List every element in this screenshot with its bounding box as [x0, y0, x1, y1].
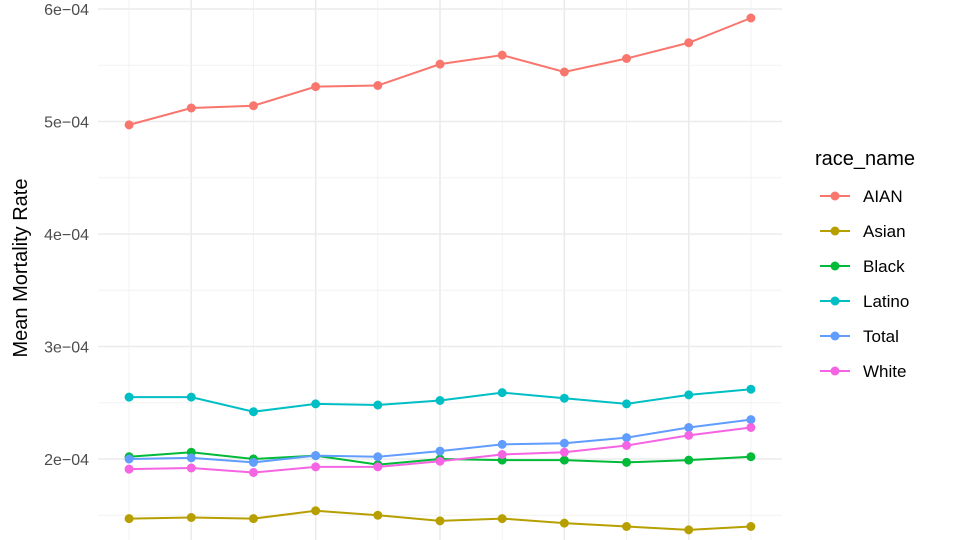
- data-point: [435, 456, 445, 466]
- data-point: [373, 452, 383, 462]
- data-point: [186, 103, 196, 113]
- y-tick-label: 6e−04: [44, 2, 89, 19]
- series-white: [124, 423, 756, 477]
- data-point: [248, 468, 258, 477]
- data-point: [124, 454, 134, 464]
- data-point: [622, 399, 632, 409]
- data-point: [311, 506, 321, 516]
- series-total: [124, 415, 756, 467]
- data-point: [746, 522, 756, 531]
- legend-label: Latino: [863, 292, 909, 311]
- data-point: [124, 464, 134, 474]
- data-point: [746, 423, 756, 432]
- data-point: [559, 438, 569, 448]
- data-point: [684, 423, 694, 432]
- legend-item-white: White: [820, 362, 906, 381]
- series-lines: [124, 13, 756, 535]
- data-point: [248, 514, 258, 524]
- data-point: [373, 81, 383, 90]
- data-point: [124, 514, 134, 524]
- series-latino: [124, 384, 756, 417]
- legend-label: White: [863, 362, 906, 381]
- data-point: [684, 390, 694, 400]
- legend-key-point: [830, 296, 840, 306]
- data-point: [746, 452, 756, 462]
- legend-key-point: [830, 226, 840, 236]
- data-point: [248, 101, 258, 111]
- series-asian: [124, 506, 756, 535]
- data-point: [559, 518, 569, 528]
- data-point: [124, 120, 134, 130]
- data-point: [435, 59, 445, 69]
- data-point: [622, 54, 632, 63]
- data-point: [684, 525, 694, 535]
- y-tick-label: 3e−04: [44, 340, 89, 357]
- data-point: [186, 463, 196, 473]
- legend-title: race_name: [815, 148, 915, 170]
- data-point: [622, 441, 632, 450]
- y-axis-ticks: 2e−04 3e−04 4e−04 5e−04 6e−04: [44, 2, 89, 469]
- y-tick-label: 4e−04: [44, 227, 89, 244]
- data-point: [311, 399, 321, 409]
- data-point: [186, 453, 196, 463]
- data-point: [311, 462, 321, 472]
- legend-key-point: [830, 331, 840, 341]
- y-tick-label: 5e−04: [44, 115, 89, 132]
- legend-label: Asian: [863, 222, 906, 241]
- legend-key-point: [830, 366, 840, 376]
- legend-label: Black: [863, 257, 905, 276]
- legend-item-total: Total: [820, 327, 899, 346]
- data-point: [186, 513, 196, 522]
- data-point: [248, 457, 258, 467]
- data-point: [622, 433, 632, 443]
- data-point: [435, 446, 445, 456]
- legend-label: Total: [863, 327, 899, 346]
- data-point: [124, 392, 134, 402]
- y-axis-title: Mean Mortality Rate: [10, 179, 32, 358]
- data-point: [311, 82, 321, 92]
- legend-item-latino: Latino: [820, 292, 909, 311]
- data-point: [373, 510, 383, 520]
- data-point: [497, 388, 507, 398]
- legend: race_name AIAN Asian Black Latino Total White: [815, 148, 915, 381]
- legend-item-black: Black: [820, 257, 905, 276]
- y-tick-label: 2e−04: [44, 452, 89, 469]
- data-point: [311, 451, 321, 461]
- legend-item-asian: Asian: [820, 222, 906, 241]
- data-point: [684, 455, 694, 465]
- series-aian: [124, 13, 756, 130]
- data-point: [559, 67, 569, 77]
- legend-item-aian: AIAN: [820, 187, 903, 206]
- data-point: [497, 50, 507, 60]
- data-point: [559, 455, 569, 465]
- data-point: [684, 430, 694, 440]
- data-point: [746, 13, 756, 23]
- data-point: [435, 396, 445, 405]
- legend-key-point: [830, 261, 840, 271]
- data-point: [186, 392, 196, 402]
- data-point: [559, 393, 569, 403]
- data-point: [746, 415, 756, 425]
- legend-label: AIAN: [863, 187, 903, 206]
- data-point: [248, 407, 258, 417]
- data-point: [373, 462, 383, 472]
- data-point: [622, 522, 632, 531]
- data-point: [684, 38, 694, 48]
- data-point: [497, 439, 507, 449]
- data-point: [435, 516, 445, 526]
- data-point: [559, 447, 569, 457]
- data-point: [373, 400, 383, 410]
- legend-key-point: [830, 191, 840, 201]
- data-point: [622, 457, 632, 467]
- data-point: [746, 384, 756, 394]
- legend-items: AIAN Asian Black Latino Total White: [820, 187, 909, 381]
- data-point: [497, 514, 507, 524]
- data-point: [497, 450, 507, 459]
